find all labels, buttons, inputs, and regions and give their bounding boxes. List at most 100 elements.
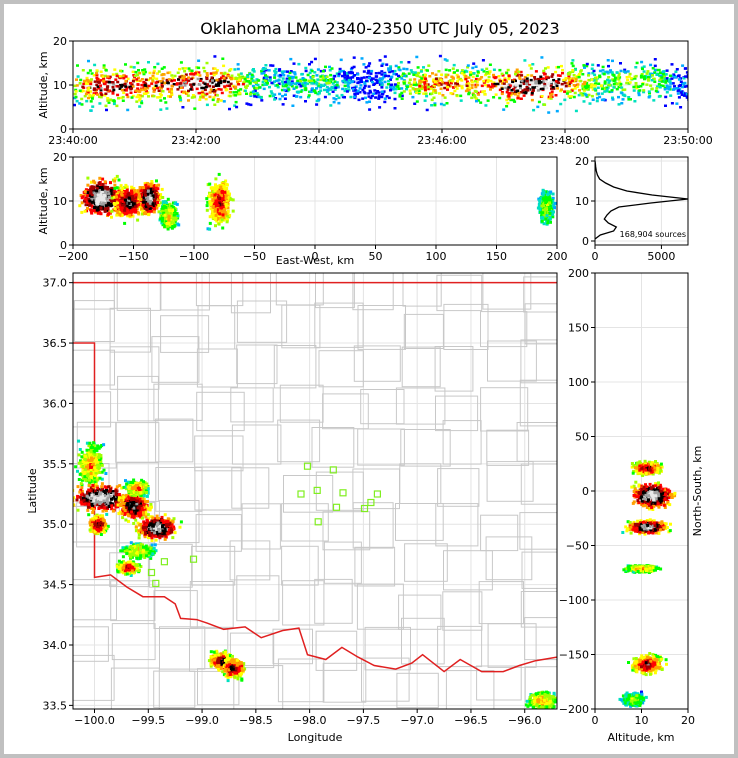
source-pixel: [312, 79, 316, 82]
source-pixel: [600, 84, 604, 87]
source-pixel: [573, 87, 577, 90]
source-pixel: [143, 190, 147, 194]
source-pixel: [273, 98, 277, 101]
source-pixel: [505, 80, 508, 83]
source-pixel: [663, 74, 667, 78]
source-pixel: [585, 95, 589, 98]
source-pixel: [174, 218, 178, 222]
source-pixel: [554, 82, 558, 85]
source-pixel: [178, 75, 182, 79]
source-pixel: [477, 78, 481, 81]
source-pixel: [440, 73, 444, 76]
source-pixel: [374, 92, 378, 95]
source-pixel: [507, 97, 511, 100]
source-pixel: [619, 84, 622, 87]
source-pixel: [334, 98, 338, 101]
source-pixel: [219, 194, 223, 198]
source-pixel: [381, 62, 385, 66]
source-pixel: [593, 87, 597, 91]
source-pixel: [105, 108, 108, 112]
source-pixel: [108, 199, 112, 203]
source-pixel: [382, 75, 386, 79]
source-pixel: [242, 76, 246, 80]
source-pixel: [208, 84, 212, 88]
source-pixel: [307, 94, 311, 97]
source-pixel: [451, 80, 455, 83]
source-pixel: [84, 203, 88, 207]
source-pixel: [400, 97, 404, 100]
source-pixel: [612, 83, 616, 86]
source-pixel: [446, 73, 450, 77]
y-tick-label: 20: [53, 151, 67, 164]
source-pixel: [167, 208, 171, 212]
source-pixel: [564, 84, 568, 88]
source-pixel: [227, 192, 231, 196]
source-pixel: [364, 66, 368, 69]
source-pixel: [99, 79, 103, 82]
county-outline: [398, 594, 442, 630]
source-pixel: [331, 77, 335, 81]
source-pixel: [582, 100, 586, 103]
source-pixel: [125, 203, 129, 207]
source-pixel: [223, 85, 227, 88]
source-pixel: [136, 87, 140, 90]
source-pixel: [542, 191, 546, 194]
source-pixel: [667, 88, 671, 91]
source-pixel: [112, 102, 116, 106]
source-pixel: [143, 193, 147, 197]
source-pixel: [339, 58, 343, 62]
x-tick-label: 23:42:00: [171, 134, 220, 147]
source-pixel: [89, 188, 92, 192]
source-pixel: [413, 71, 417, 74]
county-outline: [153, 590, 198, 629]
source-pixel: [152, 210, 156, 214]
county-outline: [149, 543, 193, 588]
source-pixel: [573, 91, 577, 95]
source-pixel: [325, 82, 329, 85]
source-pixel: [90, 195, 94, 199]
source-pixel: [255, 92, 259, 95]
source-pixel: [633, 77, 637, 80]
source-pixel: [657, 95, 661, 98]
source-pixel: [540, 95, 544, 98]
source-pixel: [190, 72, 194, 76]
source-pixel: [615, 82, 619, 86]
source-pixel: [210, 81, 214, 84]
source-pixel: [81, 85, 85, 89]
source-pixel: [600, 87, 604, 91]
source-pixel: [253, 89, 257, 92]
source-pixel: [141, 199, 144, 203]
source-pixel: [253, 86, 257, 90]
source-pixel: [494, 76, 498, 79]
source-pixel: [218, 197, 222, 200]
source-pixel: [237, 83, 241, 86]
source-pixel: [253, 95, 257, 98]
source-pixel: [388, 70, 392, 74]
source-pixel: [423, 86, 427, 89]
source-pixel: [345, 80, 349, 84]
source-pixel: [330, 67, 334, 70]
source-pixel: [418, 84, 422, 88]
source-pixel: [199, 91, 203, 95]
source-pixel: [151, 80, 155, 83]
source-pixel: [329, 73, 333, 77]
source-pixel: [638, 89, 642, 92]
source-pixel: [460, 86, 464, 90]
source-pixel: [276, 79, 280, 82]
source-pixel: [214, 213, 218, 217]
source-pixel: [465, 84, 469, 87]
source-pixel: [120, 193, 124, 197]
source-pixel: [127, 193, 131, 196]
source-pixel: [217, 190, 220, 194]
source-pixel: [173, 79, 176, 82]
source-pixel: [437, 84, 441, 87]
source-pixel: [677, 74, 681, 77]
source-pixel: [629, 77, 633, 80]
county-outline: [323, 541, 362, 584]
source-pixel: [309, 76, 313, 79]
source-pixel: [351, 76, 355, 79]
source-pixel: [222, 64, 226, 68]
county-outline: [73, 654, 115, 701]
south-border-line: [73, 342, 557, 673]
source-pixel: [134, 189, 138, 193]
